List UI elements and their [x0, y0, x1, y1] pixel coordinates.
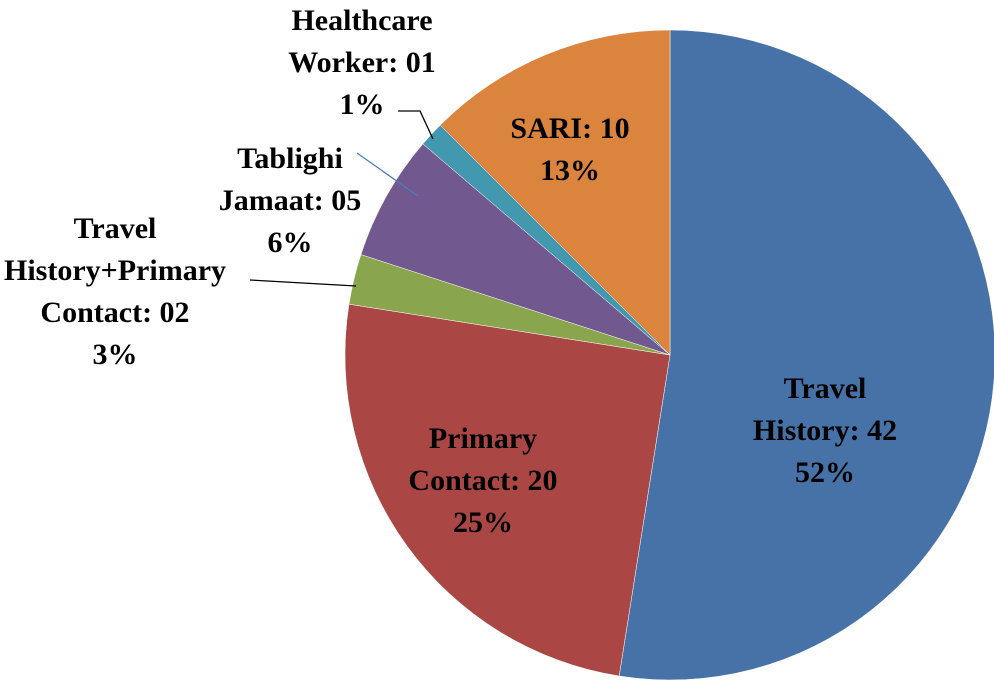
percent-label: 1%: [340, 88, 385, 121]
label-line: Travel: [784, 372, 867, 405]
leader-line: [249, 279, 357, 287]
percent-label: 52%: [795, 456, 855, 489]
label-line: Jamaat: 05: [219, 184, 361, 217]
leader-line: [398, 110, 434, 140]
label-line: SARI: 10: [510, 112, 629, 145]
label-line: Travel: [74, 212, 157, 245]
label-line: Healthcare: [291, 4, 432, 37]
label-line: History: 42: [753, 414, 897, 447]
pie-slice: [360, 143, 671, 356]
percent-label: 6%: [268, 226, 313, 259]
data-label: Travel History+Primary Contact: 02: [4, 212, 226, 329]
data-label: Tablighi Jamaat: 05: [219, 142, 361, 217]
data-label: SARI: 10: [510, 112, 629, 145]
label-line: Worker: 01: [288, 46, 435, 79]
pie-slice: [439, 29, 671, 356]
pie-slice: [618, 29, 994, 681]
label-line: Primary: [429, 422, 537, 455]
label-line: Contact: 20: [408, 464, 557, 497]
data-label: Primary Contact: 20: [408, 422, 557, 497]
label-line: History+Primary: [4, 254, 226, 287]
data-label: Healthcare Worker: 01: [288, 4, 435, 79]
percent-label: 13%: [540, 154, 600, 187]
percent-label: 3%: [93, 338, 138, 371]
label-line: Contact: 02: [40, 296, 189, 329]
pie-slice: [344, 303, 671, 677]
data-label: Travel History: 42: [753, 372, 897, 447]
percent-label: 25%: [453, 506, 513, 539]
leader-line: [356, 152, 419, 197]
label-line: Tablighi: [237, 142, 343, 175]
